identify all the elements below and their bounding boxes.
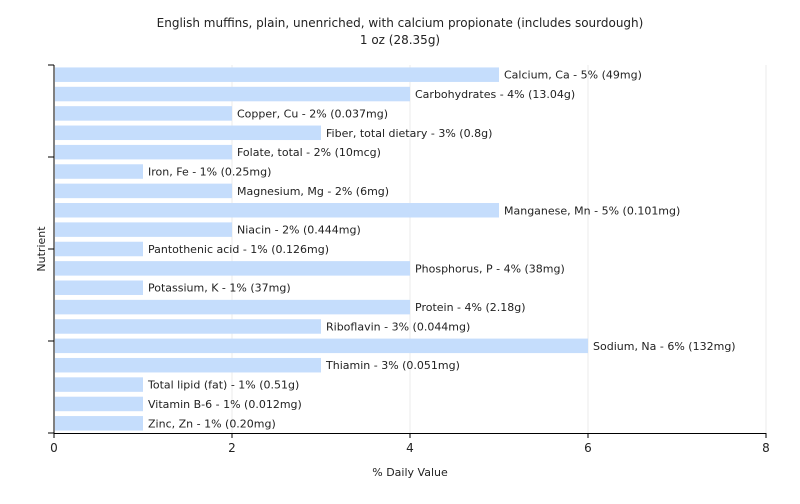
bar (55, 396, 143, 412)
bar (55, 241, 143, 257)
bar (55, 144, 232, 160)
bar-label: Vitamin B-6 - 1% (0.012mg) (148, 398, 302, 411)
bar-label: Sodium, Na - 6% (132mg) (593, 340, 736, 353)
bar (55, 416, 143, 431)
bar (55, 164, 143, 179)
y-axis-title: Nutrient (35, 226, 48, 272)
bar-label: Carbohydrates - 4% (13.04g) (415, 88, 575, 101)
bar (55, 86, 410, 102)
bar-label: Thiamin - 3% (0.051mg) (325, 359, 460, 372)
bar (55, 106, 232, 121)
bar-label: Protein - 4% (2.18g) (415, 301, 526, 314)
bar-labels: Calcium, Ca - 5% (49mg) Carbohydrates - 4… (147, 69, 736, 431)
bar (55, 357, 321, 373)
bar-label: Copper, Cu - 2% (0.037mg) (237, 107, 388, 120)
chart-subtitle: 1 oz (28.35g) (360, 33, 440, 47)
bar (55, 299, 410, 315)
x-tick-label: 0 (50, 441, 58, 455)
axes: 0 2 4 6 8 (48, 64, 770, 455)
bar-label: Calcium, Ca - 5% (49mg) (504, 69, 642, 82)
bar-label: Total lipid (fat) - 1% (0.51g) (147, 379, 299, 392)
bar-label: Riboflavin - 3% (0.044mg) (326, 320, 470, 333)
bar-label: Pantothenic acid - 1% (0.126mg) (148, 243, 329, 256)
bar-label: Folate, total - 2% (10mcg) (237, 146, 381, 159)
bar-label: Fiber, total dietary - 3% (0.8g) (326, 127, 492, 140)
x-tick-label: 8 (762, 441, 770, 455)
bar (55, 377, 143, 392)
bar (55, 338, 588, 354)
x-tick-label: 4 (406, 441, 414, 455)
bar (55, 203, 499, 218)
bar-label: Phosphorus, P - 4% (38mg) (415, 262, 565, 275)
bar-label: Iron, Fe - 1% (0.25mg) (148, 166, 271, 179)
chart-title: English muffins, plain, unenriched, with… (157, 16, 644, 30)
bar (55, 261, 410, 276)
bar (55, 67, 499, 82)
bar-label: Zinc, Zn - 1% (0.20mg) (148, 417, 276, 430)
bar-label: Manganese, Mn - 5% (0.101mg) (504, 204, 680, 217)
bar (55, 183, 232, 199)
bar (55, 125, 321, 141)
x-tick-label: 2 (228, 441, 236, 455)
bar-label: Magnesium, Mg - 2% (6mg) (237, 185, 389, 198)
bar (55, 280, 143, 295)
bar-label: Potassium, K - 1% (37mg) (148, 282, 291, 295)
bars (55, 67, 588, 431)
bar (55, 319, 321, 334)
x-axis-title: % Daily Value (372, 466, 448, 479)
bar (55, 222, 232, 237)
x-tick-label: 6 (584, 441, 592, 455)
bar-label: Niacin - 2% (0.444mg) (237, 224, 361, 237)
